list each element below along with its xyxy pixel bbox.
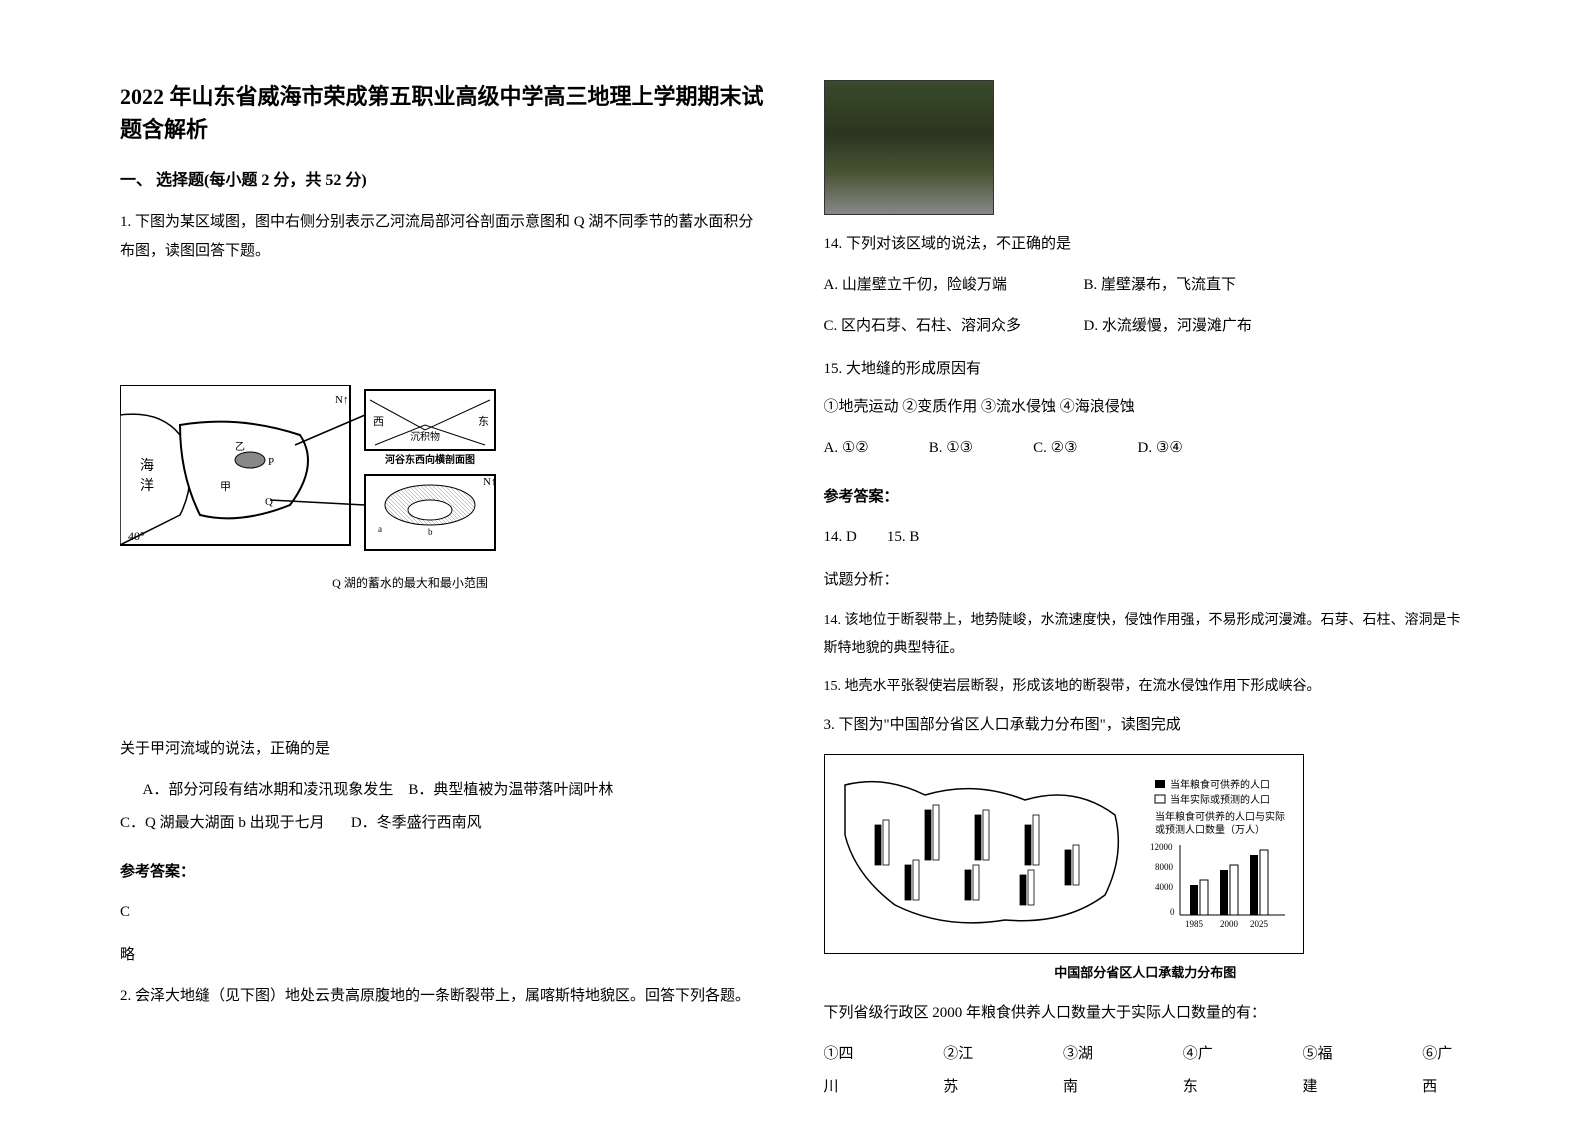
svg-text:当年粮食可供养的人口: 当年粮食可供养的人口	[1170, 778, 1270, 791]
q15-factors: ①地壳运动 ②变质作用 ③流水侵蚀 ④海浪侵蚀	[824, 393, 1468, 422]
document-title: 2022 年山东省威海市荣成第五职业高级中学高三地理上学期期末试题含解析	[120, 80, 764, 146]
svg-text:8000: 8000	[1155, 862, 1174, 872]
svg-text:a: a	[378, 524, 382, 534]
svg-text:P: P	[268, 456, 274, 468]
svg-text:Q: Q	[265, 496, 273, 508]
q14-c: C. 区内石芽、石柱、溶洞众多	[824, 310, 1084, 343]
q1-answer: C	[120, 896, 764, 929]
q14: 14. 下列对该区域的说法，不正确的是	[824, 230, 1468, 259]
opt-c: C．Q 湖最大湖面 b 出现于七月	[120, 815, 325, 831]
right-column: 14. 下列对该区域的说法，不正确的是 A. 山崖壁立千仞，险峻万端 B. 崖壁…	[794, 80, 1488, 1082]
q3-options: ①四川 ②江苏 ③湖南 ④广东 ⑤福建 ⑥广西	[824, 1038, 1468, 1104]
svg-text:西: 西	[373, 416, 384, 428]
svg-text:2025: 2025	[1250, 919, 1269, 929]
svg-text:1985: 1985	[1185, 919, 1204, 929]
q14-options: A. 山崖壁立千仞，险峻万端 B. 崖壁瀑布，飞流直下 C. 区内石芽、石柱、溶…	[824, 269, 1468, 343]
svg-text:当年实际或预测的人口: 当年实际或预测的人口	[1170, 793, 1270, 806]
svg-text:12000: 12000	[1150, 842, 1173, 852]
section-header: 一、 选择题(每小题 2 分，共 52 分)	[120, 166, 764, 190]
svg-text:0: 0	[1170, 907, 1175, 917]
q2-answer-label: 参考答案：	[824, 485, 1468, 506]
map-caption: Q 湖的蓄水的最大和最小范围	[320, 574, 500, 591]
svg-text:N↑: N↑	[483, 476, 496, 488]
svg-text:40°: 40°	[128, 529, 145, 543]
svg-text:b: b	[428, 527, 433, 537]
q3-chart: 当年粮食可供养的人口 当年实际或预测的人口 当年粮食可供养的人口与实际 或预测人…	[824, 754, 1304, 954]
spacer	[120, 585, 764, 735]
q15-a: A. ①②	[824, 432, 869, 465]
q3-opt2: ②江苏	[943, 1038, 988, 1104]
chart-caption: 中国部分省区人口承载力分布图	[824, 962, 1468, 981]
q3-opt4: ④广东	[1183, 1038, 1228, 1104]
opt-d: D．冬季盛行西南风	[351, 815, 482, 831]
q1-brief: 略	[120, 939, 764, 972]
svg-text:乙: 乙	[235, 441, 245, 453]
svg-text:沉积物: 沉积物	[410, 430, 440, 443]
q3-sub: 下列省级行政区 2000 年粮食供养人口数量大于实际人口数量的有：	[824, 999, 1468, 1028]
svg-text:当年粮食可供养的人口与实际: 当年粮食可供养的人口与实际	[1155, 810, 1285, 823]
svg-text:或预测人口数量（万人）: 或预测人口数量（万人）	[1155, 823, 1265, 836]
q15-d: D. ③④	[1138, 432, 1183, 465]
q1-map-diagram: 海 洋 40° 乙 P 甲 Q 西 沉积物 东 河谷东西向横剖面图 a b N↑…	[120, 385, 500, 565]
analysis-15: 15. 地壳水平张裂使岩层断裂，形成该地的断裂带，在流水侵蚀作用下形成峡谷。	[824, 673, 1468, 701]
q1-intro: 1. 下图为某区域图，图中右侧分别表示乙河流局部河谷剖面示意图和 Q 湖不同季节…	[120, 208, 764, 265]
svg-text:洋: 洋	[140, 478, 154, 494]
q14-d: D. 水流缓慢，河漫滩广布	[1084, 310, 1252, 343]
q14-a: A. 山崖壁立千仞，险峻万端	[824, 269, 1084, 302]
svg-text:海: 海	[140, 458, 154, 474]
q2-answers: 14. D 15. B	[824, 521, 1468, 554]
q14-b: B. 崖壁瀑布，飞流直下	[1084, 269, 1237, 302]
svg-text:甲: 甲	[220, 481, 231, 493]
q15-b: B. ①③	[929, 432, 973, 465]
q2-intro: 2. 会泽大地缝（见下图）地处云贵高原腹地的一条断裂带上，属喀斯特地貌区。回答下…	[120, 982, 764, 1011]
opt-a: A．部分河段有结冰期和凌汛现象发生	[143, 782, 394, 798]
q15: 15. 大地缝的形成原因有	[824, 355, 1468, 384]
q1-options: A．部分河段有结冰期和凌汛现象发生 B．典型植被为温带落叶阔叶林 C．Q 湖最大…	[120, 774, 764, 840]
q3-opt6: ⑥广西	[1422, 1038, 1467, 1104]
svg-text:河谷东西向横剖面图: 河谷东西向横剖面图	[385, 453, 475, 466]
analysis-14: 14. 该地位于断裂带上，地势陡峻，水流速度快，侵蚀作用强，不易形成河漫滩。石芽…	[824, 607, 1468, 663]
q2-photo	[824, 80, 994, 215]
q3-opt5: ⑤福建	[1303, 1038, 1348, 1104]
q1-sub: 关于甲河流域的说法，正确的是	[120, 735, 764, 764]
q3-opt3: ③湖南	[1063, 1038, 1108, 1104]
q3-intro: 3. 下图为"中国部分省区人口承载力分布图"，读图完成	[824, 711, 1468, 740]
left-column: 2022 年山东省威海市荣成第五职业高级中学高三地理上学期期末试题含解析 一、 …	[100, 80, 794, 1082]
svg-text:N↑: N↑	[335, 394, 348, 406]
analysis-label: 试题分析：	[824, 564, 1468, 597]
svg-text:4000: 4000	[1155, 882, 1174, 892]
answer-label: 参考答案：	[120, 860, 764, 881]
q15-c: C. ②③	[1033, 432, 1077, 465]
svg-text:东: 东	[478, 415, 489, 428]
q15-options: A. ①② B. ①③ C. ②③ D. ③④	[824, 432, 1468, 465]
svg-text:2000: 2000	[1220, 919, 1239, 929]
q3-opt1: ①四川	[824, 1038, 869, 1104]
opt-b: B．典型植被为温带落叶阔叶林	[408, 782, 613, 798]
